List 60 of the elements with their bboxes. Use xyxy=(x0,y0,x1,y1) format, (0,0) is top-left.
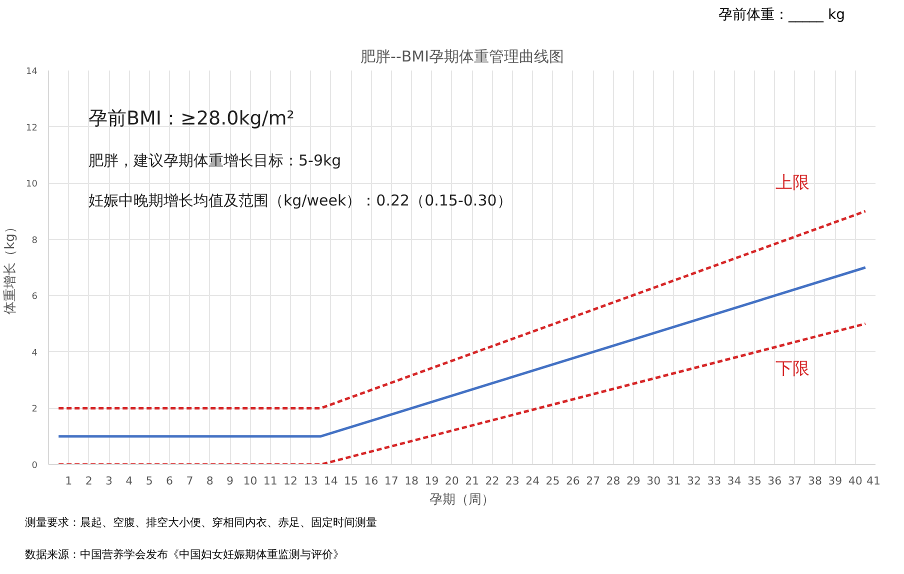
x-tick-label: 6 xyxy=(166,474,174,488)
x-tick-label: 24 xyxy=(526,474,540,488)
y-axis-title: 体重增长（kg） xyxy=(3,220,18,314)
y-tick-label: 8 xyxy=(32,236,38,246)
y-tick-label: 0 xyxy=(32,461,38,471)
x-tick-label: 35 xyxy=(747,474,762,488)
x-tick-label: 20 xyxy=(444,474,459,488)
x-tick-label: 37 xyxy=(788,474,802,488)
text: 孕前体重：_____ kg xyxy=(718,6,845,25)
x-tick-label: 9 xyxy=(226,474,234,488)
x-tick-label: 3 xyxy=(106,474,113,488)
x-tick-label: 39 xyxy=(828,474,842,488)
x-tick-label: 38 xyxy=(808,474,822,488)
x-tick-label: 23 xyxy=(505,474,520,488)
x-tick-label: 7 xyxy=(186,474,194,488)
x-tick-label: 18 xyxy=(404,474,419,488)
x-tick-label: 29 xyxy=(626,474,640,488)
y-tick-label: 12 xyxy=(26,123,38,134)
y-tick-label: 10 xyxy=(26,180,38,190)
y-tick-label: 14 xyxy=(26,67,38,77)
x-tick-label: 21 xyxy=(465,474,480,488)
x-tick-label: 34 xyxy=(727,474,742,488)
annotation: 肥胖，建议孕期体重增长目标：5-9kg xyxy=(88,152,342,170)
y-tick-label: 6 xyxy=(32,292,38,302)
x-tick-label: 12 xyxy=(284,474,298,488)
text: 上限 xyxy=(775,173,810,194)
x-tick-label: 2 xyxy=(85,474,92,488)
x-tick-label: 10 xyxy=(243,474,258,488)
x-tick-label: 17 xyxy=(384,474,398,488)
x-tick-label: 14 xyxy=(324,474,338,488)
x-tick-label: 1 xyxy=(65,474,72,488)
annotation: 妊娠中晚期增长均值及范围（kg/week）：0.22（0.15-0.30） xyxy=(88,192,512,210)
series-label: 下限 xyxy=(775,358,810,379)
x-tick-label: 41 xyxy=(866,474,881,488)
x-tick-label: 31 xyxy=(666,474,681,488)
x-tick-label: 32 xyxy=(686,474,701,488)
x-tick-label: 40 xyxy=(848,474,862,488)
x-tick-label: 28 xyxy=(606,474,620,488)
x-tick-label: 26 xyxy=(566,474,580,488)
x-tick-label: 11 xyxy=(263,474,278,488)
chart-title: 肥胖--BMI孕期体重管理曲线图 xyxy=(360,48,564,66)
x-tick-label: 33 xyxy=(707,474,722,488)
x-tick-label: 30 xyxy=(646,474,661,488)
source-note: 数据来源：中国营养学会发布《中国妇女妊娠期体重监测与评价》 xyxy=(25,547,344,563)
x-tick-label: 36 xyxy=(768,474,782,488)
y-tick-label: 4 xyxy=(32,348,38,358)
x-tick-label: 4 xyxy=(126,474,133,488)
x-tick-label: 22 xyxy=(485,474,500,488)
x-tick-label: 8 xyxy=(206,474,214,488)
x-tick-label: 25 xyxy=(546,474,560,488)
x-tick-label: 5 xyxy=(146,474,153,488)
x-tick-label: 19 xyxy=(424,474,439,488)
x-axis-title: 孕期（周） xyxy=(430,492,494,508)
x-tick-label: 27 xyxy=(586,474,600,488)
y-tick-label: 2 xyxy=(32,404,38,415)
text: 测量要求：晨起、空腹、排空大小便、穿相同内衣、赤足、固定时间测量 xyxy=(25,515,377,531)
x-tick-label: 13 xyxy=(304,474,318,488)
x-tick-label: 16 xyxy=(364,474,378,488)
x-tick-label: 15 xyxy=(344,474,358,488)
annotation: 孕前BMI：≥28.0kg/m² xyxy=(88,108,294,130)
